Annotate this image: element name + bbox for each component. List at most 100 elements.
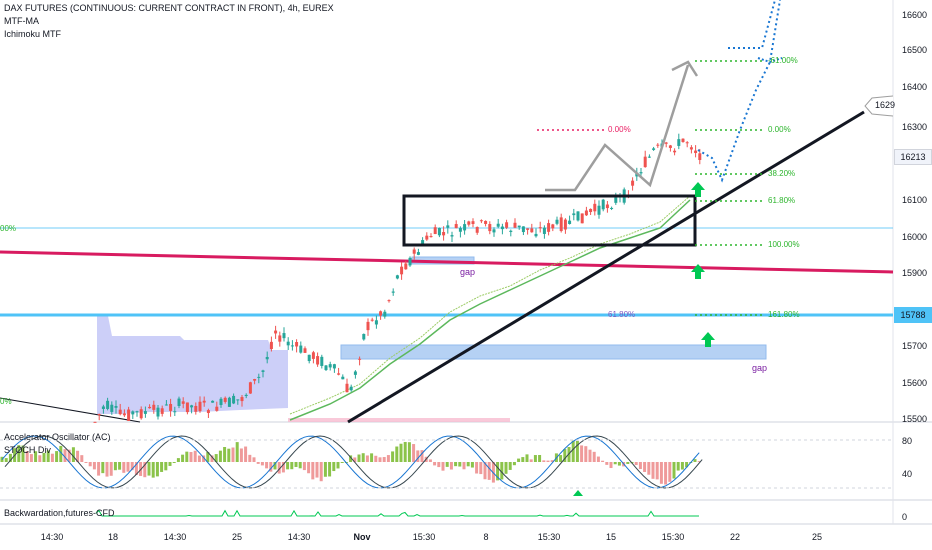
candle-body <box>341 376 345 380</box>
accel-bar <box>697 461 701 463</box>
callout-price-text: 1629 <box>875 100 896 110</box>
candle-body <box>122 413 126 416</box>
accel-bar <box>563 449 567 462</box>
current-price-label: 16213 <box>894 149 932 165</box>
accel-bar <box>88 462 92 467</box>
candle-body <box>467 221 471 225</box>
candle-body <box>656 144 660 146</box>
accelerator-pane-title[interactable]: Accelerator Oscillator (AC) <box>4 432 111 442</box>
candle-body <box>131 411 135 415</box>
accel-bar <box>8 453 12 462</box>
candle-body <box>631 180 635 186</box>
indicator-mtf-ma-label[interactable]: MTF-MA <box>4 16 39 26</box>
accel-bar <box>218 450 222 462</box>
candle-body <box>513 222 517 228</box>
candle-body <box>572 213 576 216</box>
candle-body <box>395 275 399 279</box>
time-axis-label: 15:30 <box>537 532 561 542</box>
candle-body <box>496 223 500 227</box>
candle-body <box>580 213 584 224</box>
accel-bar <box>613 462 617 465</box>
candle-body <box>118 409 122 415</box>
accel-bar <box>55 451 59 462</box>
candle-body <box>597 205 601 215</box>
gap-label-upper: gap <box>460 267 476 277</box>
price-callout-box[interactable] <box>864 95 894 117</box>
accel-bar <box>286 462 290 470</box>
time-axis-label: 25 <box>811 532 823 542</box>
candle-body <box>647 156 651 158</box>
candle-body <box>253 379 257 381</box>
time-axis-label: 14:30 <box>287 532 311 542</box>
accel-bar <box>315 462 319 478</box>
candle-body <box>593 203 597 212</box>
candle-body <box>668 145 672 148</box>
candle-body <box>97 414 101 416</box>
candle-body <box>290 345 294 347</box>
accel-bar <box>571 440 575 462</box>
price-tick: 16600 <box>902 10 928 20</box>
accel-bar <box>370 453 374 462</box>
accel-bar <box>601 460 605 462</box>
candle-body <box>282 333 286 339</box>
accel-bar <box>412 444 416 462</box>
candle-body <box>274 330 278 334</box>
fib-label-left-100: 00% <box>0 224 17 233</box>
accel-bar <box>374 455 378 462</box>
candle-body <box>542 227 546 234</box>
candle-body <box>475 226 479 233</box>
accel-bar <box>664 462 668 485</box>
candle-body <box>265 356 269 360</box>
candle-body <box>349 386 353 391</box>
accel-bar <box>265 462 269 469</box>
candle-body <box>374 320 378 325</box>
consolidation-box <box>402 194 697 247</box>
fib-label-m61: -61.00% <box>768 56 798 65</box>
accel-tick: 40 <box>902 469 913 479</box>
accel-bar <box>84 461 88 463</box>
accel-bar <box>676 462 680 471</box>
stoch-div-label[interactable]: STOCH Div <box>4 445 51 455</box>
candle-body <box>534 233 538 237</box>
accel-bar <box>113 462 117 471</box>
accel-bar <box>244 446 248 462</box>
accel-bar <box>235 442 239 462</box>
up-arrow-icon <box>691 264 705 279</box>
candle-body <box>471 221 475 224</box>
candle-body <box>610 207 614 209</box>
accel-bar <box>29 454 33 462</box>
projection-path-blue-2 <box>728 0 776 49</box>
accel-bar <box>71 447 75 462</box>
candle-body <box>303 348 307 353</box>
candle-body <box>135 411 139 413</box>
time-axis-label: 15:30 <box>661 532 685 542</box>
time-axis-label: 14:30 <box>163 532 187 542</box>
price-tick: 16300 <box>902 122 928 132</box>
chart-symbol-title[interactable]: DAX FUTURES (CONTINUOUS: CURRENT CONTRAC… <box>4 3 334 13</box>
candle-body <box>576 211 580 221</box>
accel-bar <box>643 462 647 472</box>
candle-body <box>458 228 462 232</box>
backwardation-pane-title[interactable]: Backwardation,futures-CFD <box>4 508 115 518</box>
candle-body <box>366 321 370 331</box>
indicator-ichimoku-label[interactable]: Ichimoku MTF <box>4 29 62 39</box>
accel-bar <box>655 462 659 480</box>
projection-path-gray <box>545 64 690 192</box>
accelerator-oscillator-bars <box>0 440 701 485</box>
accel-bar <box>668 462 672 482</box>
accel-bar <box>428 459 432 462</box>
ascending-trendline <box>347 110 865 424</box>
accel-bar <box>588 449 592 462</box>
candle-body <box>425 235 429 240</box>
candle-body <box>387 300 391 302</box>
accel-bar <box>155 462 159 477</box>
accel-bar <box>470 462 474 468</box>
accel-bar <box>97 462 101 476</box>
accel-bar <box>525 454 529 462</box>
candle-body <box>530 228 534 233</box>
accel-bar <box>538 454 542 462</box>
time-axis-label: 15 <box>605 532 617 542</box>
time-axis-label: 22 <box>729 532 741 542</box>
accel-bar <box>298 462 302 469</box>
